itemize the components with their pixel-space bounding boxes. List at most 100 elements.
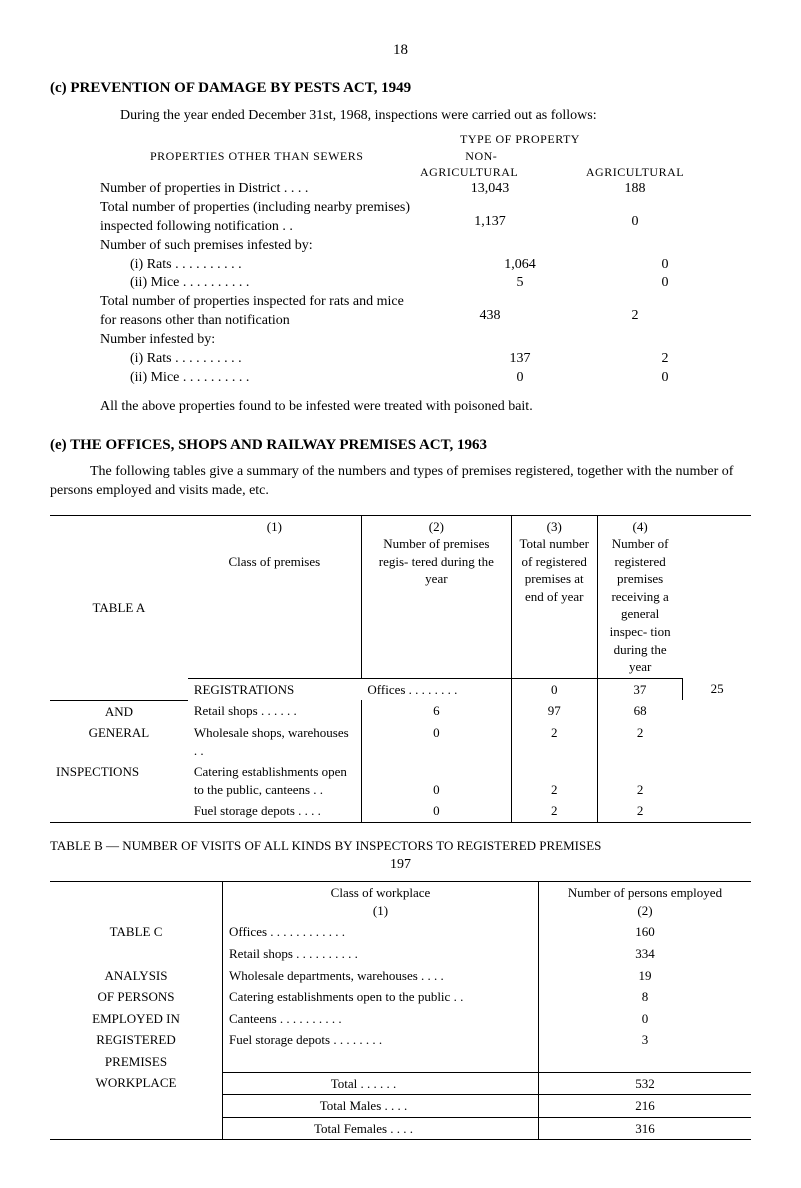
col3-num: (3) xyxy=(518,518,591,536)
props-row: (ii) Mice . . . . . . . . . . 5 0 xyxy=(100,274,751,293)
table-c-bottom-rule xyxy=(50,1139,751,1140)
row-label: AND xyxy=(50,700,188,722)
class-name: Catering establishments open to the publ… xyxy=(188,761,362,800)
cell: 97 xyxy=(511,700,597,722)
class-name: Retail shops . . . . . . xyxy=(188,700,362,722)
tc-num: 160 xyxy=(539,921,752,943)
table-c-total-row: Total Females . . . . 316 xyxy=(50,1117,751,1139)
tc-num: 19 xyxy=(539,965,752,987)
table-a-row: AND Retail shops . . . . . . 6 97 68 xyxy=(50,700,751,722)
tc-num: 0 xyxy=(539,1008,752,1030)
cell: 25 xyxy=(683,678,751,700)
props-c1: 438 xyxy=(420,293,560,331)
tc-num: 3 xyxy=(539,1029,752,1051)
tc-label: TABLE C xyxy=(50,921,223,943)
table-b-title: TABLE B — NUMBER OF VISITS OF ALL KINDS … xyxy=(50,837,751,855)
props-c1: 1,137 xyxy=(420,199,560,237)
col1-txt: Class of premises xyxy=(194,553,355,571)
props-c2 xyxy=(560,237,710,256)
cell: 0 xyxy=(361,800,511,822)
properties-table: TYPE OF PROPERTY PROPERTIES OTHER THAN S… xyxy=(100,131,751,387)
tc-label xyxy=(50,943,223,965)
col4-txt: Number of registered premises receiving … xyxy=(604,535,677,675)
props-c1: 137 xyxy=(450,350,590,369)
table-c-total-row: WORKPLACE Total . . . . . . 532 xyxy=(50,1072,751,1095)
table-a-bottom-rule xyxy=(50,822,751,823)
tc-label: WORKPLACE xyxy=(50,1072,223,1095)
total-num: 216 xyxy=(539,1095,752,1118)
cell: 0 xyxy=(511,678,597,700)
props-c2: 0 xyxy=(590,274,740,293)
props-c2: 2 xyxy=(590,350,740,369)
tc-class: Wholesale departments, warehouses . . . … xyxy=(223,965,539,987)
table-a-row: INSPECTIONS Catering establishments open… xyxy=(50,761,751,800)
page-number: 18 xyxy=(50,40,751,60)
props-desc: Total number of properties (including ne… xyxy=(100,199,420,237)
tc-class: Canteens . . . . . . . . . . xyxy=(223,1008,539,1030)
row-label: GENERAL xyxy=(50,722,188,761)
col2-txt: Number of premises regis- tered during t… xyxy=(368,535,505,588)
tc-class: Fuel storage depots . . . . . . . . xyxy=(223,1029,539,1051)
cell: 2 xyxy=(597,722,683,761)
col3-txt: Total number of registered premises at e… xyxy=(518,535,591,605)
props-row: Number of properties in District . . . .… xyxy=(100,180,751,199)
tc-h2b: (2) xyxy=(545,902,745,920)
col-agricultural: AGRICULTURAL xyxy=(560,164,710,180)
props-row: Total number of properties inspected for… xyxy=(100,293,751,331)
row-label: REGISTRATIONS xyxy=(188,678,362,700)
table-c-row: REGISTERED Fuel storage depots . . . . .… xyxy=(50,1029,751,1051)
row-label: INSPECTIONS xyxy=(50,761,188,800)
type-of-property-header: TYPE OF PROPERTY xyxy=(420,131,600,147)
section-c-intro: During the year ended December 31st, 196… xyxy=(50,107,751,126)
props-c2 xyxy=(560,331,710,350)
tc-label: EMPLOYED IN xyxy=(50,1008,223,1030)
props-desc: (ii) Mice . . . . . . . . . . xyxy=(100,369,450,388)
table-c-total-row: Total Males . . . . 216 xyxy=(50,1095,751,1118)
cell: 2 xyxy=(511,761,597,800)
props-c1 xyxy=(420,237,560,256)
props-c1 xyxy=(420,331,560,350)
props-c2: 188 xyxy=(560,180,710,199)
props-row: (ii) Mice . . . . . . . . . . 0 0 xyxy=(100,369,751,388)
class-name: Offices . . . . . . . . xyxy=(361,678,511,700)
tc-label: OF PERSONS xyxy=(50,986,223,1008)
table-a-row: GENERAL Wholesale shops, warehouses . . … xyxy=(50,722,751,761)
props-row: Number infested by: xyxy=(100,331,751,350)
table-c-row: TABLE C Offices . . . . . . . . . . . . … xyxy=(50,921,751,943)
tc-label: ANALYSIS xyxy=(50,965,223,987)
cell: 6 xyxy=(361,700,511,722)
props-desc: Number of such premises infested by: xyxy=(100,237,420,256)
non-prefix: NON- xyxy=(465,148,603,164)
props-c2: 2 xyxy=(560,293,710,331)
total-label: Total Females . . . . xyxy=(223,1117,539,1139)
cell: 2 xyxy=(597,800,683,822)
props-row: Number of such premises infested by: xyxy=(100,237,751,256)
props-desc: (i) Rats . . . . . . . . . . xyxy=(100,350,450,369)
tc-label: REGISTERED xyxy=(50,1029,223,1051)
col-non-agricultural: AGRICULTURAL xyxy=(420,164,560,180)
cell: 0 xyxy=(361,761,511,800)
table-a-row: Fuel storage depots . . . . 0 2 2 xyxy=(50,800,751,822)
table-a-label: TABLE A xyxy=(56,599,182,617)
tc-num: 8 xyxy=(539,986,752,1008)
total-num: 532 xyxy=(539,1072,752,1095)
props-desc: Number of properties in District . . . . xyxy=(100,180,420,199)
tc-h2a: Number of persons employed xyxy=(545,884,745,902)
tc-num: 334 xyxy=(539,943,752,965)
total-label: Total Males . . . . xyxy=(223,1095,539,1118)
table-c-row: Retail shops . . . . . . . . . . 334 xyxy=(50,943,751,965)
tc-h1b: (1) xyxy=(229,902,532,920)
col2-num: (2) xyxy=(368,518,505,536)
cell: 37 xyxy=(597,678,683,700)
props-c1: 0 xyxy=(450,369,590,388)
table-c-row: ANALYSIS Wholesale departments, warehous… xyxy=(50,965,751,987)
tc-class: Offices . . . . . . . . . . . . xyxy=(223,921,539,943)
table-b-count: 197 xyxy=(50,856,751,875)
section-c-intro-text: During the year ended December 31st, 196… xyxy=(120,108,597,123)
table-a: TABLE A (1) Class of premises (2) Number… xyxy=(50,516,751,822)
cell: 2 xyxy=(511,722,597,761)
section-c-heading: (c) PREVENTION OF DAMAGE BY PESTS ACT, 1… xyxy=(50,78,751,98)
props-desc: (ii) Mice . . . . . . . . . . xyxy=(100,274,450,293)
props-c1: 5 xyxy=(450,274,590,293)
total-label: Total . . . . . . xyxy=(223,1072,539,1095)
